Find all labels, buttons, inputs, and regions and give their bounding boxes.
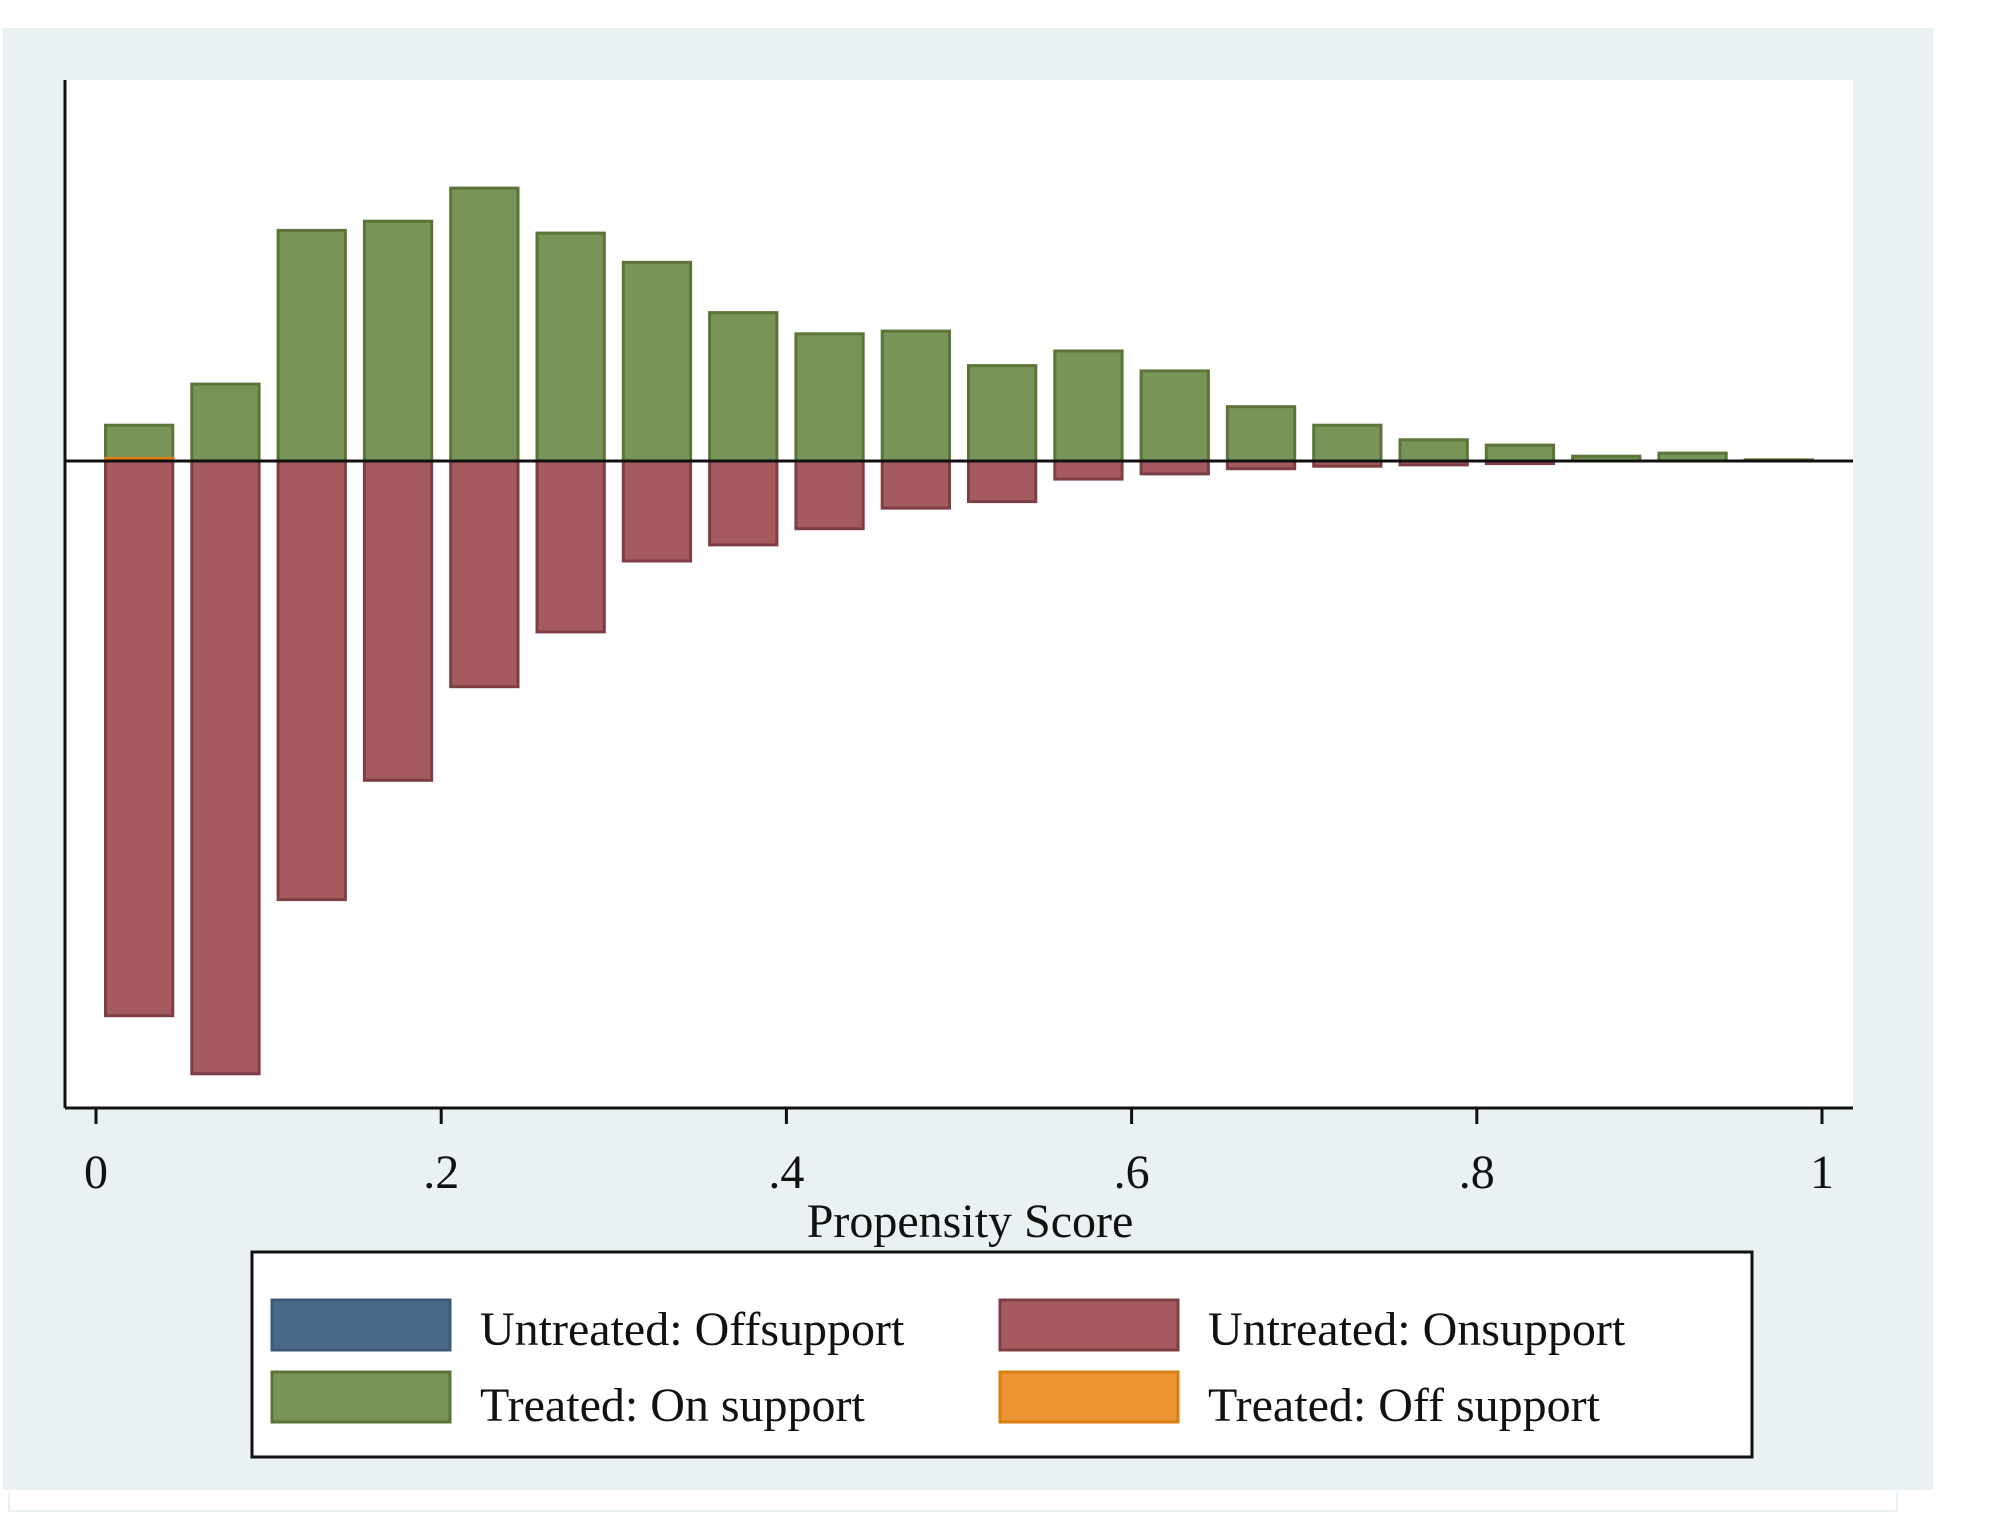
legend: Untreated: Offsupport Untreated: Onsuppo…: [250, 1250, 1754, 1459]
bar-untreated-onsupport-2: [276, 459, 347, 902]
bar-untreated-onsupport-10: [967, 459, 1038, 504]
bar-treated-on-support-1: [190, 382, 261, 463]
x-tick-label-4: .8: [1459, 1146, 1495, 1199]
chart-bottom-strip: [8, 1492, 1898, 1512]
bar-treated-on-support-2: [276, 228, 347, 463]
bar-untreated-onsupport-7: [708, 459, 779, 547]
x-tick-label-0: 0: [84, 1146, 108, 1199]
x-tick-label-5: 1: [1810, 1146, 1834, 1199]
x-ticks: 0 .2 .4 .6 .8 1: [84, 1108, 1834, 1199]
x-tick-label-3: .6: [1114, 1146, 1150, 1199]
bar-treated-on-support-3: [362, 219, 434, 463]
bar-untreated-onsupport-6: [621, 459, 693, 563]
bar-treated-on-support-13: [1225, 405, 1297, 463]
bar-treated-on-support-10: [967, 364, 1038, 463]
bar-treated-on-support-5: [535, 231, 606, 463]
bar-untreated-onsupport-9: [880, 459, 952, 510]
legend-label-untreated-offsupport: Untreated: Offsupport: [480, 1303, 905, 1356]
x-tick-label-1: .2: [423, 1146, 459, 1199]
bar-treated-on-support-4: [449, 186, 520, 463]
bar-treated-on-support-15: [1398, 438, 1469, 463]
bar-untreated-onsupport-4: [449, 459, 520, 689]
legend-swatch-untreated-offsupport: [270, 1298, 452, 1352]
x-tick-label-2: .4: [768, 1146, 804, 1199]
legend-swatch-untreated-onsupport: [998, 1298, 1180, 1352]
legend-label-untreated-onsupport: Untreated: Onsupport: [1208, 1303, 1626, 1356]
bar-treated-on-support-6: [621, 260, 693, 463]
bar-untreated-onsupport-5: [535, 459, 606, 634]
bar-treated-on-support-11: [1053, 349, 1124, 463]
legend-label-treated-offsupport: Treated: Off support: [1208, 1379, 1601, 1432]
bar-untreated-onsupport-0: [104, 459, 175, 1018]
bar-untreated-onsupport-8: [794, 459, 865, 531]
bar-treated-on-support-8: [794, 332, 865, 463]
bars-layer: [104, 186, 1814, 1076]
bar-treated-on-support-14: [1312, 423, 1383, 463]
bar-treated-on-support-0: [104, 423, 175, 463]
x-axis-title: Propensity Score: [807, 1195, 1134, 1248]
bar-treated-on-support-16: [1484, 443, 1556, 463]
bar-treated-on-support-9: [880, 329, 952, 463]
bar-untreated-onsupport-1: [190, 459, 261, 1076]
legend-label-treated-onsupport: Treated: On support: [480, 1379, 866, 1432]
bar-untreated-onsupport-12: [1139, 459, 1210, 476]
legend-swatch-treated-onsupport: [270, 1370, 452, 1424]
bar-treated-on-support-7: [708, 311, 779, 463]
bar-treated-on-support-12: [1139, 369, 1210, 463]
bar-untreated-onsupport-11: [1053, 459, 1124, 481]
legend-swatch-treated-offsupport: [998, 1370, 1180, 1424]
bar-untreated-onsupport-3: [362, 459, 434, 782]
